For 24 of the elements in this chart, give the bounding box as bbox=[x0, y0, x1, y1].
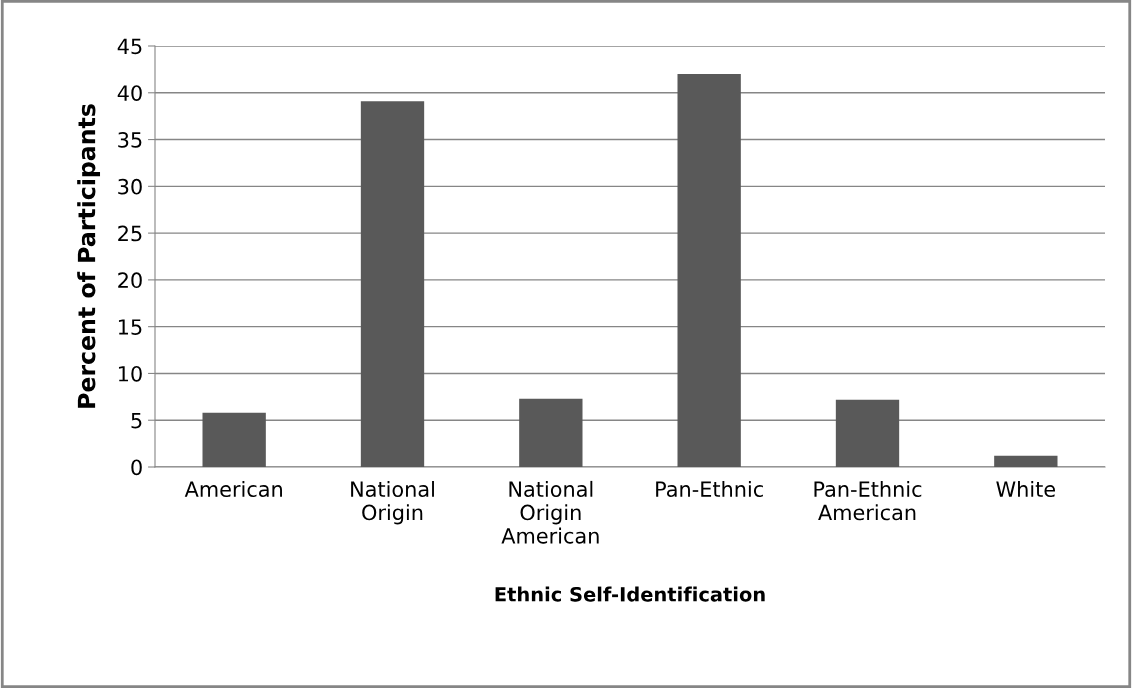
x-tick-label: White bbox=[996, 480, 1056, 498]
y-tick-label: 10 bbox=[118, 365, 142, 382]
x-tick-label: American bbox=[184, 480, 282, 498]
y-tick-label: 15 bbox=[118, 319, 142, 335]
bar bbox=[677, 74, 741, 467]
y-tick-label: 5 bbox=[131, 412, 142, 429]
x-tick-label: Pan-Ethnic American bbox=[814, 480, 922, 521]
y-tick-label: 40 bbox=[117, 85, 142, 101]
y-tick-label: 45 bbox=[117, 38, 142, 55]
bar bbox=[994, 455, 1058, 467]
y-tick-label: 0 bbox=[131, 459, 142, 476]
y-tick-label: 30 bbox=[118, 178, 142, 195]
bar bbox=[360, 101, 425, 467]
bar bbox=[519, 398, 583, 467]
x-axis-title: Ethnic Self-Identification bbox=[495, 586, 765, 602]
bar bbox=[835, 399, 900, 467]
x-tick-label: Pan-Ethnic bbox=[656, 480, 763, 498]
y-tick-label: 35 bbox=[118, 132, 142, 148]
y-axis-title: Percent of Participants bbox=[77, 104, 101, 408]
bar bbox=[202, 412, 266, 467]
x-tick-label: National Origin American bbox=[501, 480, 599, 544]
x-tick-label: National Origin bbox=[351, 480, 434, 525]
y-tick-label: 20 bbox=[118, 272, 142, 289]
y-tick-label: 25 bbox=[118, 225, 142, 242]
